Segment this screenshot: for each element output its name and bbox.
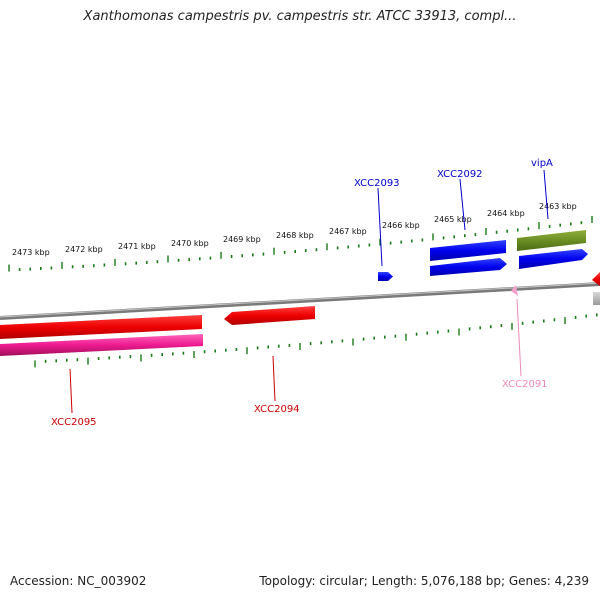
kbp-label-2468: 2468 kbp [276,231,314,240]
svg-text:XCC2094: XCC2094 [254,404,300,415]
gene-xcc2092-feature[interactable] [430,240,507,276]
accession-label: Accession: NC_003902 [10,574,147,588]
svg-text:XCC2091: XCC2091 [502,379,548,390]
kbp-label-2467: 2467 kbp [329,227,367,236]
gene-label-xcc2095[interactable]: XCC2095 [51,368,97,428]
edge-gene-feature-red[interactable] [592,272,600,305]
gene-xcc2094-feature[interactable] [224,306,315,325]
genome-summary-label: Topology: circular; Length: 5,076,188 bp… [259,574,589,588]
kbp-label-2469: 2469 kbp [223,235,261,244]
svg-text:XCC2093: XCC2093 [354,178,400,189]
kbp-label-2464: 2464 kbp [487,209,525,218]
gene-xcc2091-feature[interactable] [511,285,518,296]
svg-text:vipA: vipA [531,158,553,169]
svg-text:XCC2095: XCC2095 [51,417,97,428]
svg-text:XCC2092: XCC2092 [437,169,483,180]
upper-tick-ruler [8,216,593,272]
kbp-label-2471: 2471 kbp [118,242,156,251]
kbp-label-2466: 2466 kbp [382,221,420,230]
map-title: Xanthomonas campestris pv. campestris st… [83,9,517,24]
kbp-label-2463: 2463 kbp [539,202,577,211]
kbp-label-2465: 2465 kbp [434,215,472,224]
lower-tick-ruler [34,313,598,368]
gene-label-xcc2093[interactable]: XCC2093 [354,178,400,267]
gene-label-vipa[interactable]: vipA [531,158,553,220]
gene-label-xcc2092[interactable]: XCC2092 [437,169,483,231]
gene-xcc2095-feature[interactable] [0,315,203,356]
gene-label-xcc2094[interactable]: XCC2094 [254,355,300,415]
kbp-label-2473: 2473 kbp [12,248,50,257]
gene-label-xcc2091[interactable]: XCC2091 [502,298,548,390]
gene-xcc2093-feature[interactable] [378,272,393,281]
kbp-label-2472: 2472 kbp [65,245,103,254]
gene-vipa-feature[interactable] [517,230,588,269]
kbp-label-2470: 2470 kbp [171,239,209,248]
